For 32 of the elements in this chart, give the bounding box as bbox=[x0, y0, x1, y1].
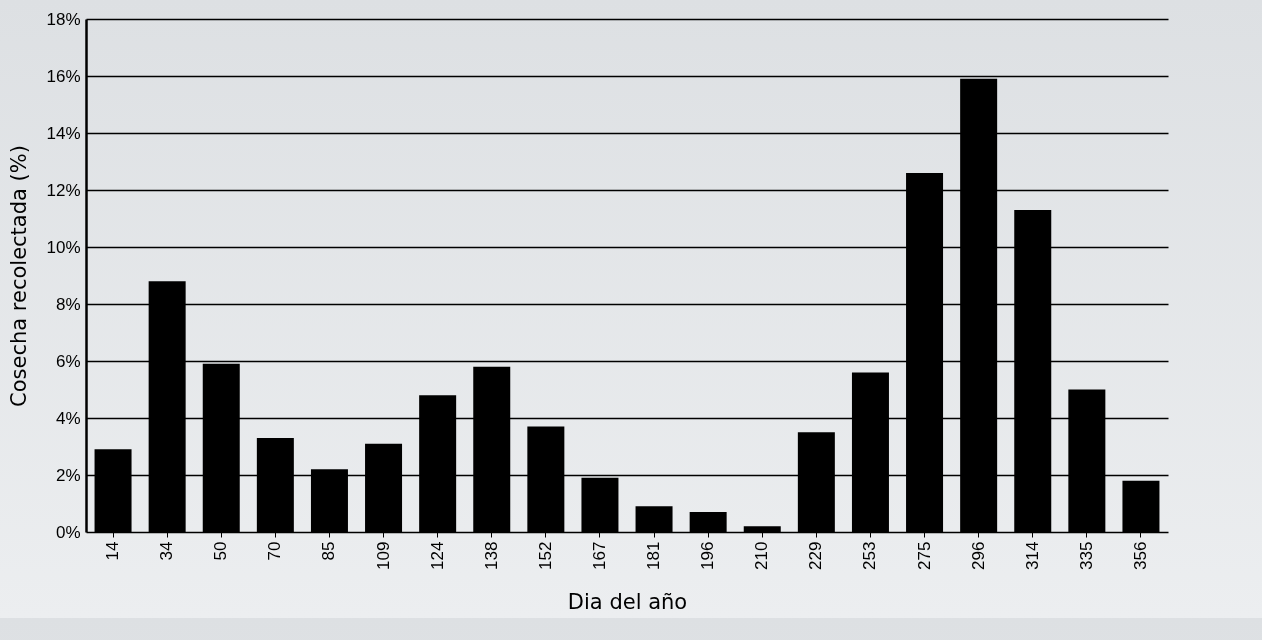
y-tick-label: 12% bbox=[46, 180, 81, 200]
y-tick-label: 16% bbox=[46, 66, 81, 86]
y-tick-label: 14% bbox=[46, 123, 81, 143]
x-axis-title: Dia del año bbox=[567, 589, 688, 614]
y-tick-label: 0% bbox=[55, 522, 81, 542]
x-tick-label: 229 bbox=[806, 541, 826, 570]
x-tick-label: 181 bbox=[644, 541, 664, 570]
x-tick-label: 314 bbox=[1022, 541, 1042, 570]
x-tick-label: 85 bbox=[319, 541, 339, 561]
y-tick-label: 6% bbox=[55, 351, 81, 371]
x-tick-label: 167 bbox=[589, 541, 609, 570]
x-tick-label: 335 bbox=[1076, 541, 1096, 570]
x-tick-label: 34 bbox=[157, 541, 177, 561]
y-tick-label: 10% bbox=[46, 237, 81, 257]
x-tick-label: 70 bbox=[265, 541, 285, 561]
x-tick-label: 124 bbox=[427, 541, 447, 570]
x-tick-label: 356 bbox=[1130, 541, 1150, 570]
x-tick-label: 196 bbox=[698, 541, 718, 570]
x-tick-label: 210 bbox=[752, 541, 772, 570]
x-tick-label: 275 bbox=[914, 541, 934, 570]
y-tick-label: 4% bbox=[55, 408, 81, 428]
x-tick-label: 152 bbox=[535, 541, 555, 570]
x-tick-label: 253 bbox=[860, 541, 880, 570]
x-tick-label: 50 bbox=[211, 541, 231, 561]
y-tick-label: 8% bbox=[55, 294, 81, 314]
y-axis-title: Cosecha recolectada (%) bbox=[7, 145, 32, 407]
x-tick-label: 296 bbox=[968, 541, 988, 570]
x-tick-label: 14 bbox=[103, 541, 123, 561]
x-tick-label: 138 bbox=[481, 541, 501, 570]
x-tick-label: 109 bbox=[373, 541, 393, 570]
y-tick-label: 2% bbox=[55, 465, 81, 485]
y-tick-label: 18% bbox=[46, 9, 81, 29]
